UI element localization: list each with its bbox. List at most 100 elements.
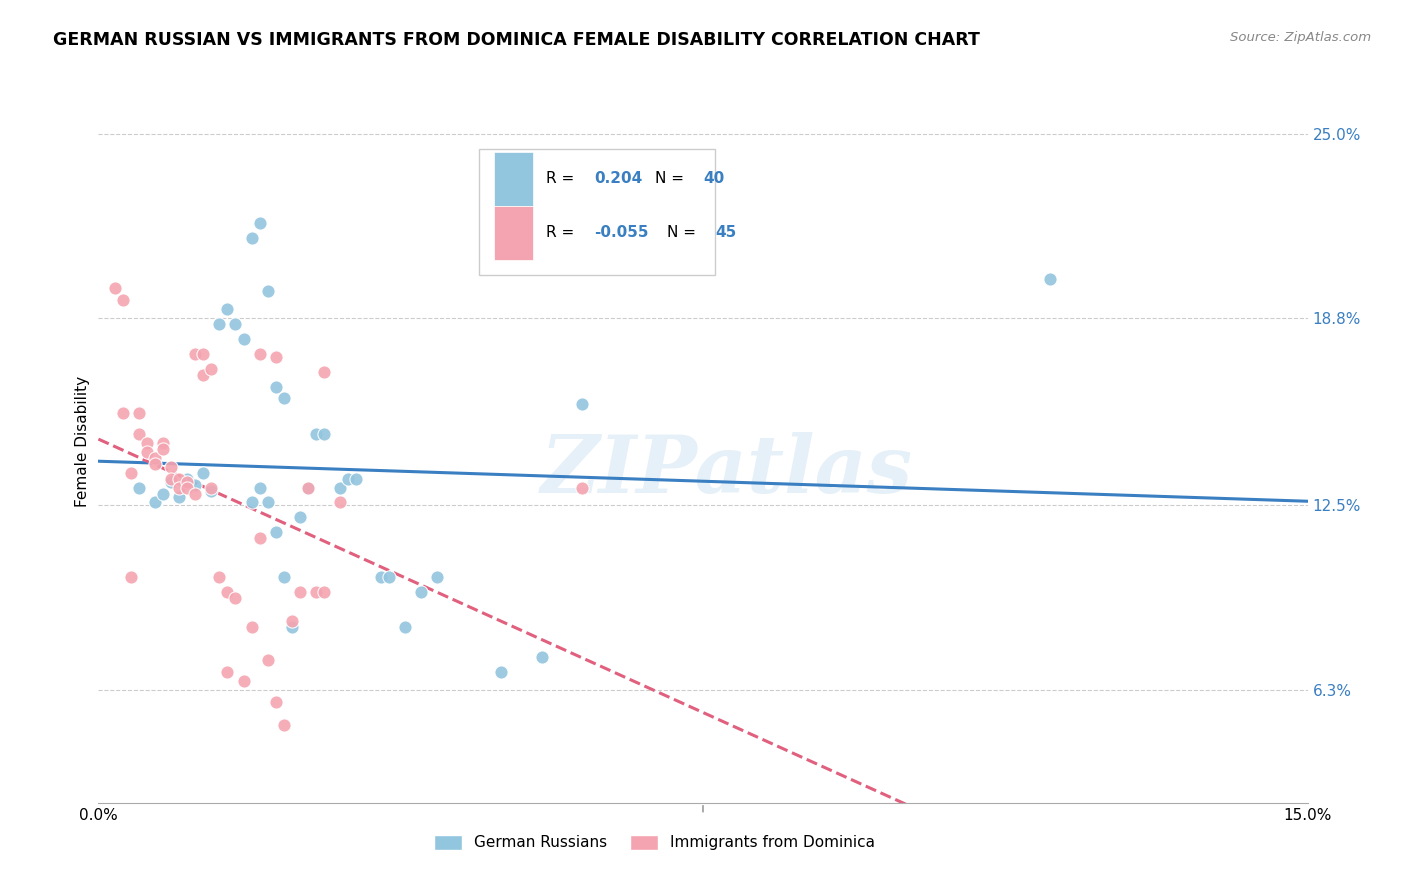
Point (571, 397, 593, 411)
Point (394, 620, 416, 634)
Point (264, 695, 287, 709)
Point (193, 347, 215, 361)
Point (571, 481, 593, 495)
Point (337, 472, 360, 486)
Point (152, 486, 174, 500)
Point (193, 368, 215, 382)
Point (240, 231, 263, 245)
Point (297, 481, 319, 495)
Text: 0.204: 0.204 (595, 171, 643, 186)
Point (152, 442, 174, 456)
Point (314, 427, 336, 442)
Point (426, 570, 449, 584)
Point (167, 472, 190, 486)
Legend: German Russians, Immigrants from Dominica: German Russians, Immigrants from Dominic… (429, 829, 882, 856)
Point (329, 495, 352, 509)
Point (217, 584, 239, 599)
Point (249, 216, 271, 230)
Point (143, 450, 166, 465)
Text: R =: R = (546, 226, 574, 240)
Point (135, 445, 157, 459)
Point (143, 495, 166, 509)
Point (111, 293, 134, 308)
Point (273, 392, 295, 406)
Point (377, 570, 399, 584)
Point (256, 495, 278, 509)
Point (184, 347, 207, 361)
Text: -0.055: -0.055 (595, 226, 648, 240)
Point (200, 481, 222, 495)
Point (288, 510, 311, 524)
Point (217, 302, 239, 317)
Point (160, 459, 183, 474)
FancyBboxPatch shape (494, 206, 533, 260)
Point (344, 472, 367, 486)
Point (128, 481, 150, 495)
Text: GERMAN RUSSIAN VS IMMIGRANTS FROM DOMINICA FEMALE DISABILITY CORRELATION CHART: GERMAN RUSSIAN VS IMMIGRANTS FROM DOMINI… (53, 31, 980, 49)
Point (208, 570, 231, 584)
Point (224, 317, 246, 331)
Point (273, 718, 295, 732)
Point (232, 673, 254, 688)
Text: 45: 45 (716, 226, 737, 240)
Point (184, 477, 207, 491)
Point (128, 427, 150, 442)
Point (208, 317, 231, 331)
Point (297, 481, 319, 495)
Point (167, 481, 190, 495)
Point (314, 584, 336, 599)
Point (281, 620, 304, 634)
Point (217, 665, 239, 679)
Point (491, 665, 513, 679)
Point (305, 427, 328, 442)
Point (281, 615, 304, 629)
Point (184, 486, 207, 500)
Point (128, 406, 150, 420)
Point (240, 495, 263, 509)
Point (256, 285, 278, 299)
Point (167, 490, 190, 504)
Text: 40: 40 (703, 171, 724, 186)
Point (176, 472, 198, 486)
Point (314, 365, 336, 379)
Point (193, 466, 215, 480)
Point (160, 472, 183, 486)
Point (224, 591, 246, 605)
Point (264, 525, 287, 540)
Point (240, 620, 263, 634)
Point (176, 475, 198, 489)
FancyBboxPatch shape (494, 152, 533, 206)
Point (135, 436, 157, 450)
Point (120, 466, 142, 480)
FancyBboxPatch shape (479, 149, 716, 276)
Point (264, 350, 287, 364)
Point (176, 481, 198, 495)
Point (273, 570, 295, 584)
Point (329, 481, 352, 495)
Point (152, 436, 174, 450)
Y-axis label: Female Disability: Female Disability (75, 376, 90, 508)
Point (409, 584, 432, 599)
Point (264, 379, 287, 393)
Point (111, 406, 134, 420)
Point (256, 653, 278, 667)
Text: Source: ZipAtlas.com: Source: ZipAtlas.com (1230, 31, 1371, 45)
Text: R =: R = (546, 171, 574, 186)
Point (370, 570, 392, 584)
Point (305, 584, 328, 599)
Point (249, 481, 271, 495)
Point (200, 361, 222, 376)
Point (1039, 272, 1062, 286)
Point (288, 584, 311, 599)
Point (143, 457, 166, 471)
Point (160, 475, 183, 489)
Point (530, 650, 553, 665)
Text: ZIPatlas: ZIPatlas (541, 432, 914, 509)
Point (103, 281, 125, 295)
Point (249, 531, 271, 545)
Text: N =: N = (655, 171, 683, 186)
Point (200, 483, 222, 498)
Point (232, 332, 254, 346)
Text: N =: N = (666, 226, 696, 240)
Point (120, 570, 142, 584)
